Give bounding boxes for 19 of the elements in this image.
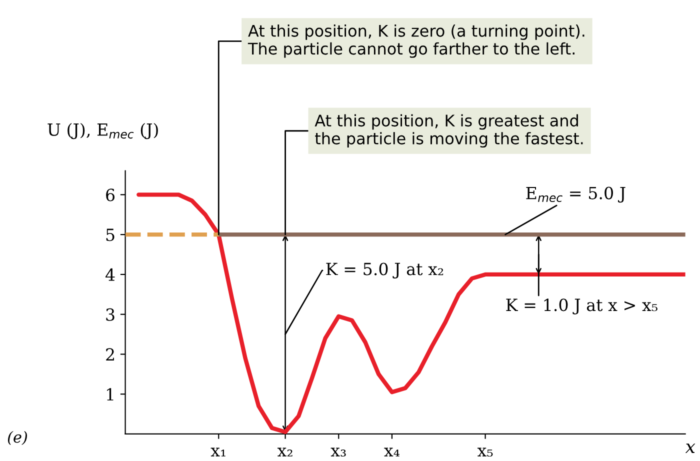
annotation: E$_{mec}$ = 5.0 J <box>526 186 626 203</box>
x-tick-label: x₅ <box>477 448 493 457</box>
annotation: At this position, K is greatest and the particle is moving the fastest. <box>314 114 583 148</box>
x-tick-label: x₁ <box>210 448 226 456</box>
x-tick-label: x₃ <box>330 448 346 457</box>
x-tick-label: x₄ <box>384 448 400 456</box>
y-tick-label: 6 <box>106 188 115 202</box>
annotation: K = 5.0 J at x₂ <box>326 262 444 279</box>
y-tick-label: 5 <box>106 228 114 242</box>
annotation: At this position, K is zero (a turning point). The particle cannot go farther to the left. <box>248 24 584 58</box>
x-axis-title: x <box>685 444 696 453</box>
y-tick-label: 2 <box>106 348 114 361</box>
annotation: K = 1.0 J at x > x₅ <box>506 298 658 314</box>
y-tick-label: 1 <box>107 388 114 400</box>
y-tick-label: 4 <box>105 268 115 281</box>
text: (e) <box>8 430 27 445</box>
x-tick-label: x₂ <box>277 448 292 456</box>
y-axis-title: U (J), E$_{mec}$ (J) <box>48 123 158 140</box>
y-tick-label: 3 <box>106 308 114 321</box>
